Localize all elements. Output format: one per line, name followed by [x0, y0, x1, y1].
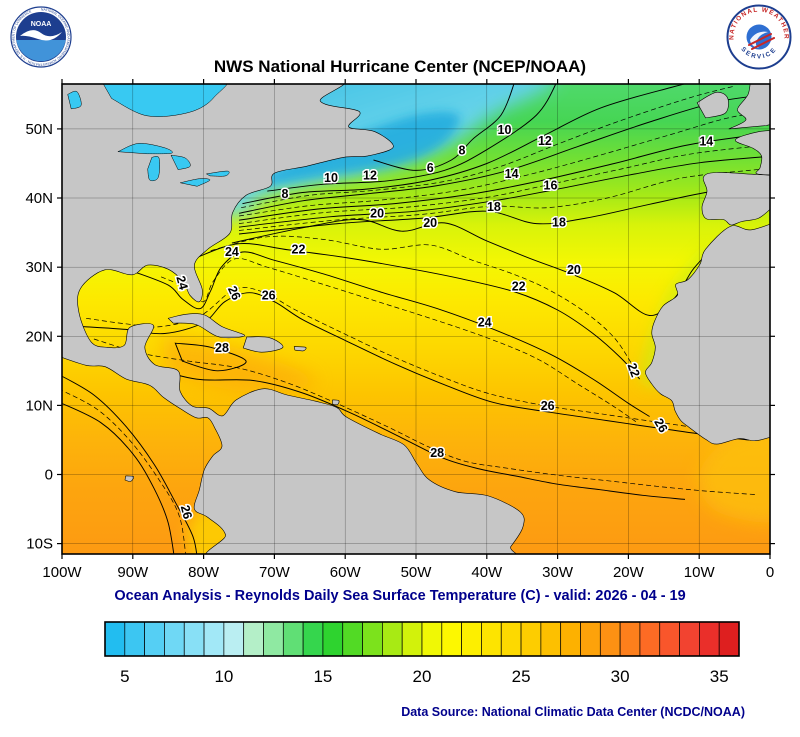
svg-text:50N: 50N	[25, 121, 53, 138]
svg-text:26: 26	[178, 504, 195, 521]
land-shapes	[62, 84, 770, 554]
svg-text:40W: 40W	[471, 564, 503, 581]
svg-text:26: 26	[262, 289, 276, 303]
svg-text:22: 22	[512, 280, 526, 294]
svg-text:6: 6	[427, 161, 434, 175]
svg-text:0: 0	[45, 467, 53, 484]
contour-lines	[62, 84, 770, 554]
svg-text:20: 20	[567, 263, 581, 277]
svg-text:8: 8	[459, 144, 466, 158]
colorbar-segments	[104, 621, 740, 657]
svg-text:12: 12	[363, 168, 377, 182]
svg-text:35: 35	[710, 667, 729, 686]
svg-text:10N: 10N	[25, 397, 53, 414]
svg-text:0: 0	[766, 564, 774, 581]
svg-text:24: 24	[173, 274, 190, 291]
svg-text:20N: 20N	[25, 328, 53, 345]
svg-text:8: 8	[282, 187, 289, 201]
svg-text:18: 18	[552, 215, 566, 229]
noaa-logo-label: NOAA	[31, 21, 52, 28]
svg-text:10: 10	[498, 123, 512, 137]
svg-text:50W: 50W	[401, 564, 433, 581]
temperature-colorbar: 5 10 15 20 25 30 35	[93, 618, 753, 695]
svg-text:40N: 40N	[25, 190, 53, 207]
svg-text:60W: 60W	[330, 564, 362, 581]
svg-text:30N: 30N	[25, 259, 53, 276]
svg-text:20: 20	[370, 206, 384, 220]
svg-text:10W: 10W	[684, 564, 716, 581]
map-subtitle: Ocean Analysis - Reynolds Daily Sea Surf…	[114, 588, 686, 604]
svg-text:30W: 30W	[542, 564, 574, 581]
svg-text:24: 24	[225, 245, 239, 259]
nws-stripe-icon	[748, 33, 772, 46]
y-axis-labels: 50N 40N 30N 20N 10N 0 10S	[25, 121, 53, 553]
nws-swirl-icon	[750, 31, 768, 48]
lakes	[67, 84, 230, 187]
svg-text:10: 10	[324, 171, 338, 185]
svg-text:5: 5	[120, 667, 129, 686]
svg-text:16: 16	[544, 179, 558, 193]
svg-text:22: 22	[625, 361, 643, 379]
svg-text:20: 20	[413, 667, 432, 686]
svg-text:14: 14	[699, 135, 713, 149]
svg-text:30: 30	[611, 667, 630, 686]
svg-text:18: 18	[487, 200, 501, 214]
nws-logo: NATIONAL WEATHER SERVICE	[726, 4, 792, 70]
noaa-seagull-icon	[20, 30, 62, 41]
svg-text:25: 25	[512, 667, 531, 686]
svg-text:10: 10	[214, 667, 233, 686]
sst-map: 10 12 14 8 6 10 12 8 14 16 18 18 20 20 20 22 22 22 24 24 24 2…	[4, 78, 796, 586]
svg-text:80W: 80W	[188, 564, 220, 581]
svg-text:15: 15	[313, 667, 332, 686]
noaa-logo-sea	[16, 40, 66, 62]
data-source-note: Data Source: National Climatic Data Cent…	[401, 705, 745, 719]
colorbar-tick-labels: 5 10 15 20 25 30 35	[120, 667, 729, 686]
svg-text:26: 26	[541, 399, 555, 413]
noaa-logo: NOAA NATIONAL OCEANIC AND ATMOSPHERIC AD…	[10, 6, 72, 68]
svg-text:90W: 90W	[117, 564, 149, 581]
svg-text:28: 28	[430, 446, 444, 460]
svg-text:14: 14	[505, 167, 519, 181]
x-axis-labels: 100W 90W 80W 70W 60W 50W 40W 30W 20W 10W 0	[42, 564, 774, 581]
svg-text:28: 28	[215, 341, 229, 355]
page-title: NWS National Hurricane Center (NCEP/NOAA…	[213, 57, 587, 76]
svg-text:70W: 70W	[259, 564, 291, 581]
svg-text:22: 22	[292, 242, 306, 256]
svg-text:12: 12	[538, 134, 552, 148]
nws-stripe-icon	[751, 37, 775, 50]
colorbar-frame	[104, 621, 740, 657]
svg-text:100W: 100W	[42, 564, 82, 581]
svg-text:20W: 20W	[613, 564, 645, 581]
axis-ticks	[57, 79, 775, 559]
svg-text:20: 20	[423, 216, 437, 230]
svg-text:24: 24	[478, 316, 492, 330]
contour-labels: 10 12 14 8 6 10 12 8 14 16 18 18 20 20 20 22 22 22 24 24 24 2…	[172, 121, 715, 522]
svg-text:10S: 10S	[26, 536, 53, 553]
grid-lines	[62, 84, 770, 554]
